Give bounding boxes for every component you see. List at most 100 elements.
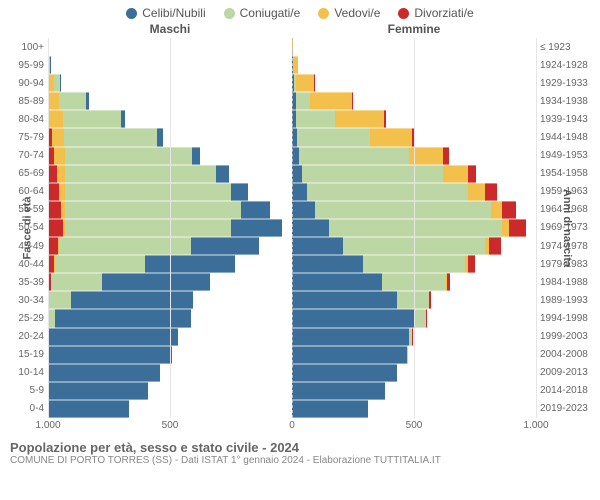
bar-segment-divorced bbox=[485, 183, 497, 201]
bar-segment-widowed bbox=[443, 165, 467, 183]
female-bars bbox=[292, 38, 536, 418]
bar-row bbox=[48, 128, 292, 146]
bar-row bbox=[292, 255, 536, 273]
bar-segment-married bbox=[65, 201, 241, 219]
bar-row bbox=[292, 74, 536, 92]
bar-segment-single bbox=[48, 382, 148, 400]
bar-segment-divorced bbox=[48, 183, 59, 201]
bar-row bbox=[292, 382, 536, 400]
bar-segment-married bbox=[64, 128, 157, 146]
bar-row bbox=[48, 110, 292, 128]
bar-row bbox=[292, 56, 536, 74]
gender-headers: Maschi Femmine bbox=[0, 22, 600, 38]
bar-segment-single bbox=[292, 328, 409, 346]
plot-area bbox=[48, 38, 536, 418]
bar-segment-single bbox=[60, 74, 61, 92]
bar-segment-single bbox=[292, 382, 385, 400]
legend-swatch bbox=[126, 8, 137, 19]
legend-swatch bbox=[224, 8, 235, 19]
bar-segment-married bbox=[65, 147, 192, 165]
year-tick: 1924-1928 bbox=[536, 56, 600, 74]
year-tick: ≤ 1923 bbox=[536, 38, 600, 56]
bar-row bbox=[292, 147, 536, 165]
age-tick: 30-34 bbox=[0, 291, 48, 309]
bar-segment-divorced bbox=[48, 165, 57, 183]
bar-segment-single bbox=[292, 147, 299, 165]
bar-segment-widowed bbox=[370, 128, 411, 146]
bar-segment-single bbox=[292, 255, 363, 273]
year-tick: 1954-1958 bbox=[536, 165, 600, 183]
legend-swatch bbox=[318, 8, 329, 19]
bar-segment-married bbox=[302, 165, 444, 183]
year-tick: 1949-1953 bbox=[536, 147, 600, 165]
year-tick: 2019-2023 bbox=[536, 400, 600, 418]
legend-item: Coniugati/e bbox=[224, 6, 301, 20]
bar-segment-married bbox=[296, 110, 335, 128]
legend-item: Vedovi/e bbox=[318, 6, 380, 20]
bar-segment-divorced bbox=[48, 219, 63, 237]
year-tick: 1934-1938 bbox=[536, 92, 600, 110]
bar-segment-widowed bbox=[54, 147, 65, 165]
year-tick: 1989-1993 bbox=[536, 291, 600, 309]
bar-segment-married bbox=[297, 128, 370, 146]
bar-row bbox=[48, 201, 292, 219]
bar-row bbox=[292, 110, 536, 128]
bar-row bbox=[48, 382, 292, 400]
bar-segment-single bbox=[292, 219, 329, 237]
age-tick: 5-9 bbox=[0, 382, 48, 400]
bar-segment-divorced bbox=[352, 92, 353, 110]
legend-label: Celibi/Nubili bbox=[142, 6, 205, 20]
bar-row bbox=[48, 92, 292, 110]
bar-segment-widowed bbox=[310, 92, 351, 110]
year-tick: 2014-2018 bbox=[536, 382, 600, 400]
age-tick: 85-89 bbox=[0, 92, 48, 110]
bar-row bbox=[48, 165, 292, 183]
bar-segment-divorced bbox=[384, 110, 386, 128]
y-axis-label-right: Anni di nascita bbox=[561, 189, 573, 267]
bar-segment-single bbox=[231, 219, 282, 237]
bar-segment-married bbox=[59, 237, 191, 255]
bar-segment-single bbox=[48, 364, 160, 382]
bar-segment-single bbox=[102, 273, 209, 291]
bar-segment-divorced bbox=[447, 273, 451, 291]
bar-segment-divorced bbox=[429, 291, 431, 309]
bar-segment-widowed bbox=[335, 110, 384, 128]
chart-title: Popolazione per età, sesso e stato civil… bbox=[10, 440, 590, 455]
bar-row bbox=[292, 201, 536, 219]
bar-segment-married bbox=[299, 147, 409, 165]
bar-segment-single bbox=[86, 92, 88, 110]
bar-row bbox=[292, 291, 536, 309]
age-tick: 90-94 bbox=[0, 74, 48, 92]
age-tick: 0-4 bbox=[0, 400, 48, 418]
bar-row bbox=[48, 309, 292, 327]
bar-row bbox=[48, 291, 292, 309]
bar-segment-single bbox=[292, 400, 368, 418]
bar-segment-widowed bbox=[293, 56, 298, 74]
bar-segment-single bbox=[191, 237, 259, 255]
bar-segment-married bbox=[307, 183, 468, 201]
legend-label: Divorziati/e bbox=[414, 6, 473, 20]
bar-segment-single bbox=[71, 291, 193, 309]
footer: Popolazione per età, sesso e stato civil… bbox=[0, 436, 600, 466]
bar-segment-divorced bbox=[443, 147, 449, 165]
x-axis-ticks: 1.00050005001.000 bbox=[48, 418, 536, 436]
bar-row bbox=[292, 364, 536, 382]
x-tick: 1.000 bbox=[35, 420, 60, 431]
age-tick: 95-99 bbox=[0, 56, 48, 74]
legend: Celibi/Nubili Coniugati/e Vedovi/e Divorzia… bbox=[0, 0, 600, 22]
bar-segment-single bbox=[231, 183, 248, 201]
x-tick: 500 bbox=[406, 420, 423, 431]
bar-row bbox=[292, 183, 536, 201]
year-tick: 1929-1933 bbox=[536, 74, 600, 92]
bar-segment-single bbox=[48, 346, 172, 364]
legend-label: Vedovi/e bbox=[334, 6, 380, 20]
bar-segment-widowed bbox=[57, 165, 66, 183]
bar-segment-divorced bbox=[48, 237, 58, 255]
bar-segment-divorced bbox=[468, 165, 477, 183]
bar-row bbox=[48, 219, 292, 237]
age-tick: 80-84 bbox=[0, 110, 48, 128]
bar-row bbox=[48, 273, 292, 291]
bar-row bbox=[48, 237, 292, 255]
bar-row bbox=[292, 273, 536, 291]
bar-segment-single bbox=[292, 237, 343, 255]
